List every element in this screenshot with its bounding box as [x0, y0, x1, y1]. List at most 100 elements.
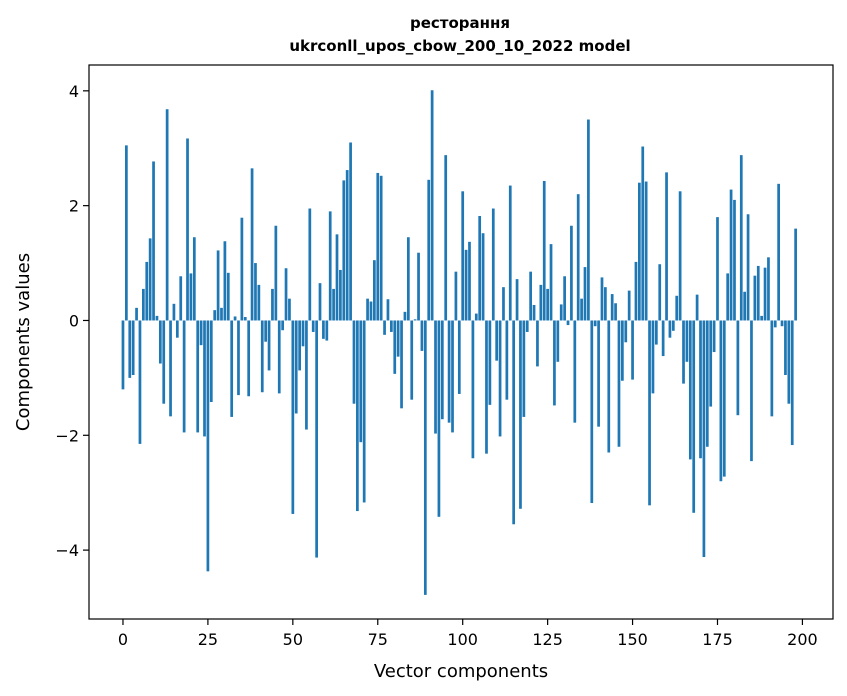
- bar: [267, 320, 271, 371]
- bar: [474, 313, 478, 321]
- bar: [403, 311, 407, 321]
- bar: [393, 320, 397, 374]
- bar: [505, 320, 509, 400]
- bar: [631, 320, 634, 380]
- bar: [580, 298, 583, 321]
- plot-frame: [88, 64, 834, 620]
- bar: [716, 217, 719, 321]
- bar: [206, 320, 210, 572]
- bar: [142, 288, 145, 321]
- bar: [519, 320, 522, 509]
- bar: [356, 320, 359, 512]
- bar: [135, 307, 138, 321]
- bar: [610, 294, 614, 321]
- bar: [223, 241, 227, 321]
- bar: [498, 320, 502, 437]
- bar: [536, 320, 539, 367]
- bar: [318, 283, 322, 321]
- bar: [746, 214, 750, 321]
- bar: [566, 320, 570, 326]
- bar: [705, 320, 709, 447]
- y-tick-label: 0: [69, 311, 79, 330]
- bar: [729, 189, 733, 321]
- bar: [722, 320, 726, 477]
- bar: [485, 320, 488, 454]
- bar: [570, 225, 573, 321]
- bar: [383, 320, 386, 335]
- bar: [651, 320, 655, 394]
- bar: [359, 320, 363, 443]
- bar: [624, 320, 628, 343]
- bar: [614, 303, 617, 321]
- bar: [576, 194, 580, 321]
- bar: [539, 284, 543, 321]
- y-tick-label: −2: [55, 426, 79, 445]
- bar: [522, 320, 526, 417]
- bar: [373, 260, 376, 321]
- bar: [294, 320, 298, 414]
- x-tick-label: 75: [368, 630, 388, 649]
- bar: [726, 273, 730, 321]
- bar: [128, 320, 132, 378]
- bar: [553, 320, 556, 406]
- bar: [434, 320, 437, 434]
- bar: [339, 269, 342, 321]
- bar: [556, 320, 560, 362]
- y-tick-label: −4: [55, 541, 79, 560]
- bar: [145, 261, 149, 321]
- bar: [301, 320, 305, 347]
- bar: [617, 320, 621, 447]
- bar: [794, 228, 797, 321]
- x-tick-label: 200: [787, 630, 818, 649]
- bar: [685, 320, 689, 362]
- bar: [257, 284, 261, 321]
- bar: [529, 271, 532, 321]
- bar: [638, 182, 641, 321]
- bar: [634, 261, 638, 321]
- bar: [125, 145, 128, 321]
- bar: [311, 320, 315, 332]
- bar: [658, 264, 662, 321]
- bar: [420, 320, 424, 351]
- bar: [199, 320, 203, 346]
- bar: [461, 191, 465, 321]
- x-tick-label: 125: [532, 630, 563, 649]
- bar: [699, 320, 702, 459]
- bar: [277, 320, 281, 394]
- bar: [682, 320, 685, 384]
- bar: [678, 191, 682, 321]
- bar: [542, 180, 546, 321]
- y-axis-ticks: −4 −2 0 2 4: [55, 82, 89, 560]
- bar: [240, 217, 244, 321]
- bar: [583, 267, 587, 321]
- bar: [787, 320, 791, 404]
- bar: [447, 320, 451, 423]
- bar: [284, 268, 288, 321]
- bar: [770, 320, 774, 417]
- bar: [532, 304, 536, 321]
- bar: [332, 288, 335, 321]
- bar: [621, 320, 624, 381]
- bar: [719, 320, 723, 482]
- bar: [291, 320, 295, 514]
- bar: [760, 315, 764, 321]
- bar: [209, 320, 213, 402]
- bar: [172, 303, 176, 321]
- bar: [590, 320, 594, 504]
- bar: [233, 316, 237, 321]
- bar: [661, 320, 665, 357]
- bar: [784, 320, 787, 376]
- bar: [152, 161, 155, 321]
- bar: [175, 320, 179, 338]
- bar: [573, 320, 577, 423]
- bar: [712, 320, 716, 353]
- bar: [563, 276, 566, 321]
- bar: [250, 168, 254, 321]
- bar: [362, 320, 366, 503]
- bar: [131, 320, 135, 376]
- bar: [457, 320, 461, 394]
- bar: [525, 320, 529, 332]
- bar: [597, 320, 600, 427]
- bar: [288, 298, 291, 321]
- bar: [688, 320, 692, 460]
